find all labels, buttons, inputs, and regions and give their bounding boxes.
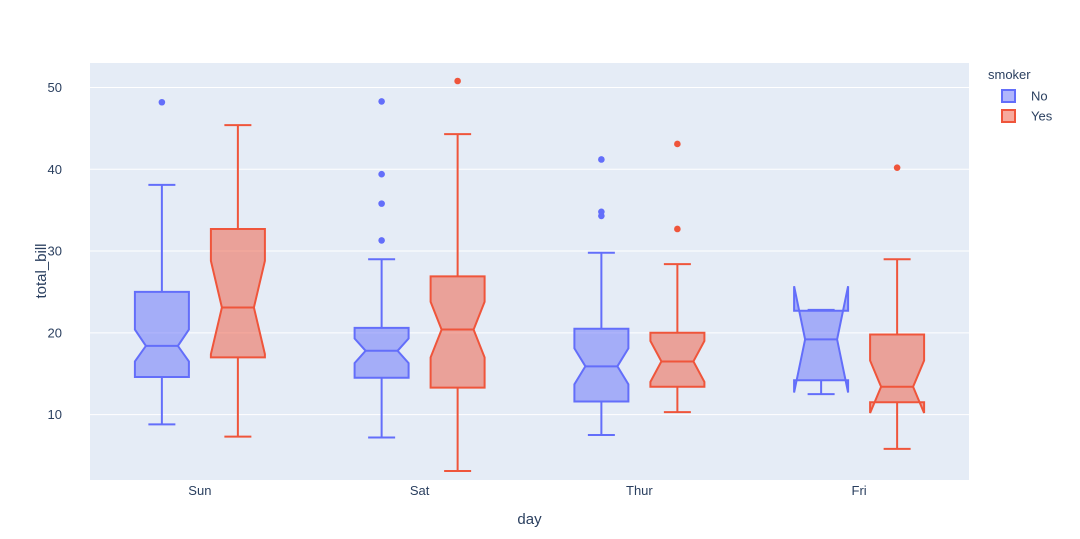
outlier-point-1: [378, 200, 385, 207]
legend-label: Yes: [1031, 109, 1053, 124]
x-tick-label-thur: Thur: [626, 483, 653, 498]
outlier-point-3: [378, 98, 385, 105]
outlier-point-0: [378, 237, 385, 244]
y-tick-label-50: 50: [48, 80, 62, 95]
outlier-point-0: [454, 77, 461, 85]
x-tick-label-sun: Sun: [188, 483, 211, 498]
x-axis-title: day: [517, 511, 542, 528]
legend-label: No: [1031, 89, 1048, 104]
outlier-point-0: [674, 225, 681, 233]
y-tick-label-40: 40: [48, 162, 62, 177]
x-tick-labels: Sun Sat Thur Fri: [188, 483, 867, 498]
notched-box: [649, 331, 706, 388]
legend-swatch: [1001, 109, 1016, 123]
y-tick-label-10: 10: [48, 407, 62, 422]
legend-swatch: [1001, 89, 1016, 103]
box-no-thur: [573, 156, 630, 437]
y-tick-label-30: 30: [48, 244, 62, 259]
outlier-point-1: [598, 208, 605, 216]
notched-box: [133, 290, 190, 378]
notched-box: [869, 333, 926, 414]
outlier-point-1: [674, 140, 681, 148]
x-tick-label-sat: Sat: [410, 483, 430, 498]
legend-title: smoker: [988, 67, 1031, 82]
y-tick-label-20: 20: [48, 325, 62, 340]
y-axis-title: total_bill: [33, 243, 50, 298]
outlier-point-0: [893, 164, 901, 171]
boxes: [133, 77, 926, 473]
legend-item-yes: Yes: [1001, 109, 1053, 124]
outlier-point-0: [158, 98, 166, 106]
legend: smoker No Yes: [988, 67, 1053, 124]
notched-box: [209, 228, 266, 359]
box-yes-fri: [869, 164, 926, 450]
notched-box: [353, 326, 410, 379]
outlier-point-2: [378, 170, 385, 178]
box-no-fri: [793, 285, 850, 396]
y-tick-labels: 10 20 30 40 50: [48, 80, 62, 422]
box-yes-thur: [649, 140, 706, 414]
box-no-sat: [353, 98, 410, 439]
notched-box: [429, 275, 486, 389]
box-yes-sun: [209, 124, 266, 438]
legend-item-no: No: [1001, 89, 1048, 104]
box-yes-sat: [429, 77, 486, 473]
box-no-sun: [133, 98, 190, 426]
x-tick-label-fri: Fri: [852, 483, 867, 498]
outlier-point-2: [598, 156, 605, 163]
notched-box: [573, 327, 630, 403]
